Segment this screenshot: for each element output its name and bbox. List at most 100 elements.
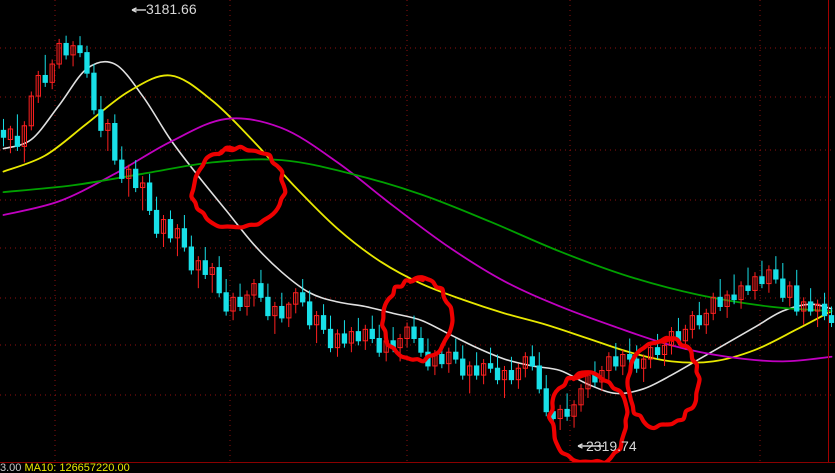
candlestick (773, 256, 779, 284)
candlestick (411, 315, 417, 344)
candle-body (411, 326, 417, 339)
candle-body (306, 301, 313, 326)
candlestick (35, 70, 41, 103)
candle-body (188, 246, 195, 271)
candlestick (251, 279, 257, 307)
candle-body (738, 285, 744, 301)
price-chart-plot-area[interactable]: 3181.66 2319.74 (0, 0, 835, 462)
candle-body (634, 358, 640, 369)
candlestick (418, 327, 424, 357)
candlestick (494, 354, 501, 385)
candle-body (724, 294, 730, 307)
candlestick (181, 214, 188, 252)
high-price-label: 3181.66 (146, 1, 197, 17)
circle-1 (189, 144, 288, 230)
candlestick (801, 297, 807, 325)
candle-body (98, 109, 104, 131)
candle-body (773, 269, 779, 280)
candle-body (153, 209, 160, 234)
candle-body (717, 296, 723, 307)
candlestick (613, 343, 619, 371)
candle-body (334, 333, 341, 349)
candle-body (571, 404, 577, 417)
ma-line-0 (2, 60, 833, 395)
candle-body (780, 278, 786, 298)
candlestick (14, 114, 21, 151)
candlestick (327, 315, 334, 353)
candle-body (564, 408, 570, 417)
candlestick (369, 315, 375, 344)
candle-body (7, 128, 14, 141)
candle-body (84, 52, 90, 74)
candle-body (606, 356, 612, 372)
candlestick (244, 290, 250, 316)
candle-body (202, 260, 208, 275)
candlestick (696, 301, 702, 330)
candle-body (209, 267, 215, 275)
candle-body (63, 42, 69, 56)
candlestick (376, 324, 382, 357)
candle-body (515, 367, 522, 381)
candle-body (620, 354, 626, 367)
candle-body (807, 301, 814, 312)
candlestick (286, 301, 292, 328)
candlestick (105, 118, 111, 151)
candle-body (355, 331, 362, 342)
candlestick (828, 306, 835, 328)
candle-body (508, 370, 515, 381)
candlestick-series (0, 35, 835, 430)
candlestick (230, 292, 236, 321)
candle-body (446, 351, 452, 365)
candlestick (446, 347, 452, 373)
low-price-leader-head (577, 443, 583, 449)
candlestick (174, 224, 181, 257)
candlestick (28, 91, 34, 131)
candle-body (139, 182, 146, 189)
candlestick (63, 35, 69, 60)
moving-average-lines (2, 60, 833, 395)
candlestick (279, 292, 285, 323)
candle-body (160, 219, 167, 234)
candlestick (759, 260, 765, 289)
candle-body (487, 363, 494, 369)
candle-body (745, 285, 751, 291)
candlestick (780, 263, 786, 302)
candlestick (146, 173, 153, 215)
candle-body (766, 269, 772, 285)
candlestick (167, 210, 174, 243)
candle-body (21, 125, 28, 147)
candle-body (821, 303, 828, 317)
candlestick (787, 281, 793, 307)
candlestick (7, 125, 14, 154)
candle-body (265, 296, 271, 317)
candlestick (453, 338, 459, 364)
candlestick (223, 279, 229, 316)
candlestick (571, 400, 577, 428)
candle-body (467, 365, 473, 376)
candlestick (529, 345, 535, 371)
candle-body (0, 129, 7, 138)
candle-body (35, 74, 41, 97)
candlestick (703, 308, 709, 334)
candle-body (28, 95, 34, 127)
candle-body (14, 135, 21, 147)
candlestick (807, 288, 814, 316)
candle-body (731, 294, 737, 301)
candle-body (557, 408, 563, 420)
candle-body (801, 301, 807, 312)
candle-body (237, 296, 243, 307)
candlestick (341, 320, 348, 348)
candlestick (794, 269, 800, 316)
candlestick (334, 329, 341, 357)
candle-body (300, 292, 306, 303)
candle-body (181, 228, 188, 248)
ma-line-1 (2, 74, 833, 364)
candle-body (369, 328, 375, 339)
candle-body (536, 365, 542, 390)
candle-body (244, 294, 250, 307)
candle-body (119, 159, 125, 179)
candle-body (703, 312, 709, 326)
high-price-leader-head (131, 7, 137, 13)
candlestick (119, 146, 125, 183)
candlestick (77, 36, 83, 58)
